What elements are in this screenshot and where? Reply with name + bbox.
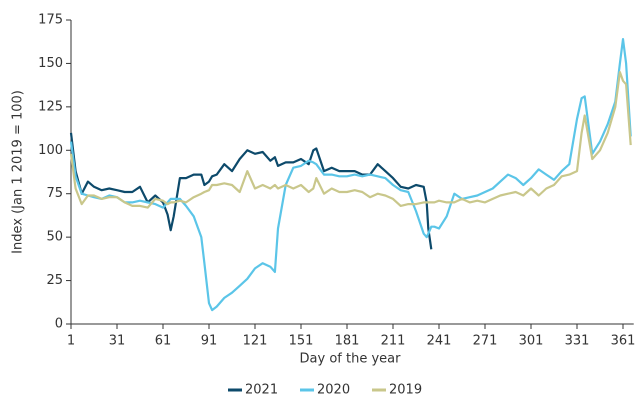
x-tick-label: 31: [109, 334, 126, 349]
y-tick-label: 75: [46, 186, 63, 201]
x-tick-label: 91: [201, 334, 218, 349]
line-series: [69, 38, 632, 312]
line-series: [69, 71, 632, 209]
x-tick-label: 331: [565, 334, 590, 349]
y-tick-label: 25: [46, 273, 63, 288]
x-tick-label: 211: [381, 334, 406, 349]
y-tick-label: 175: [38, 13, 63, 28]
x-tick-label: 181: [335, 334, 360, 349]
x-tick-label: 361: [611, 334, 636, 349]
y-tick-label: 100: [38, 143, 63, 158]
y-tick-label: 0: [55, 317, 63, 332]
legend-label: 2021: [245, 383, 278, 398]
x-tick-label: 271: [473, 334, 498, 349]
y-tick-label: 150: [38, 56, 63, 71]
x-tick-label: 1: [67, 334, 75, 349]
y-axis-label: Index (Jan 1 2019 = 100): [11, 90, 26, 254]
x-tick-label: 241: [427, 334, 452, 349]
y-tick-label: 125: [38, 99, 63, 114]
x-tick-label: 151: [289, 334, 314, 349]
x-tick-label: 61: [155, 334, 172, 349]
legend-label: 2020: [317, 383, 350, 398]
x-axis-label: Day of the year: [300, 352, 402, 367]
line-series: [69, 132, 433, 250]
x-tick-label: 301: [519, 334, 544, 349]
x-tick-label: 121: [243, 334, 268, 349]
y-tick-label: 50: [46, 230, 63, 245]
legend-label: 2019: [389, 383, 422, 398]
